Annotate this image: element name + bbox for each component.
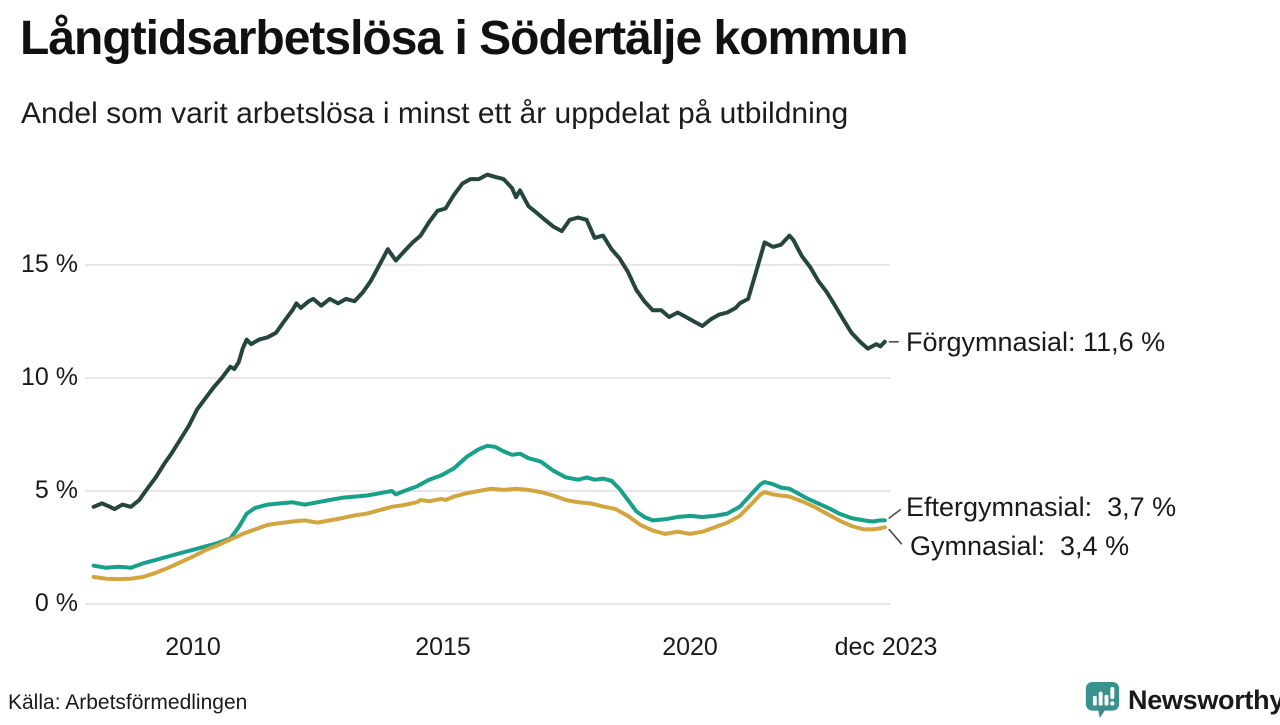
series-line-förgymnasial bbox=[91, 172, 887, 512]
series-lines bbox=[91, 172, 887, 582]
x-tick-2015: 2015 bbox=[415, 633, 471, 661]
connectors bbox=[888, 340, 903, 545]
series-label-eftergymnasial: Eftergymnasial: 3,7 % bbox=[906, 492, 1177, 522]
x-tick-2010: 2010 bbox=[165, 633, 221, 661]
series-label-gymnasial: Gymnasial: 3,4 % bbox=[910, 531, 1130, 561]
y-tick-15: 15 % bbox=[21, 250, 78, 278]
y-tick-10: 10 % bbox=[21, 363, 78, 391]
series-line-eftergymnasial bbox=[91, 443, 887, 570]
y-tick-0: 0 % bbox=[34, 589, 78, 617]
gridlines bbox=[85, 264, 890, 605]
series-line-gymnasial bbox=[91, 486, 887, 582]
source-note: Källa: Arbetsförmedlingen bbox=[8, 691, 248, 714]
page-title: Långtidsarbetslösa i Södertälje kommun bbox=[20, 12, 909, 65]
page-subtitle: Andel som varit arbetslösa i minst ett å… bbox=[21, 97, 849, 130]
label-connector-eftergymnasial bbox=[888, 508, 902, 520]
series-label-forgymnasial: Förgymnasial: 11,6 % bbox=[906, 327, 1166, 357]
label-connector-gymnasial bbox=[888, 528, 903, 545]
x-tick-2020: 2020 bbox=[662, 633, 718, 661]
newsworthy-speech-bubble-bar-chart-icon bbox=[1084, 680, 1121, 720]
newsworthy-wordmark: Newsworthy bbox=[1128, 684, 1280, 715]
y-tick-5: 5 % bbox=[34, 476, 78, 504]
x-tick-dec-2023: dec 2023 bbox=[834, 633, 938, 661]
newsworthy-logo: Newsworthy bbox=[1084, 680, 1280, 720]
